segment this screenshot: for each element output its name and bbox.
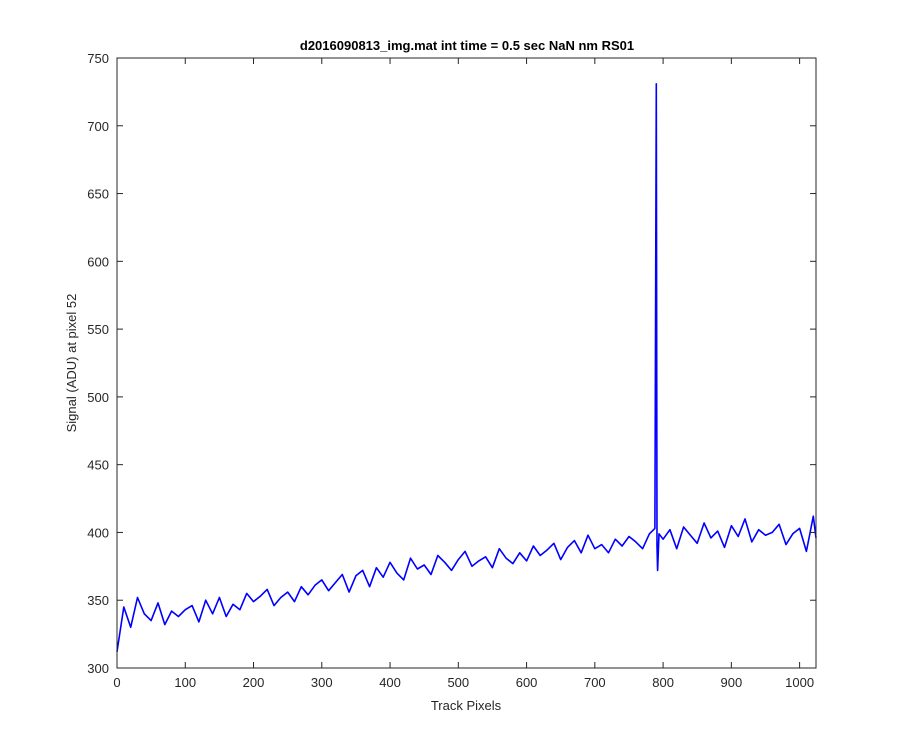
y-tick-label: 600 — [87, 254, 109, 269]
plot-area — [117, 58, 816, 668]
signal-line — [116, 83, 817, 652]
y-axis-label: Signal (ADU) at pixel 52 — [64, 294, 79, 433]
axes-box — [116, 57, 817, 669]
y-tick-label: 750 — [87, 51, 109, 66]
y-tick-label: 700 — [87, 119, 109, 134]
x-tick-label: 900 — [721, 675, 743, 690]
x-tick-label: 300 — [311, 675, 333, 690]
x-tick-label: 400 — [379, 675, 401, 690]
y-tick-label: 350 — [87, 593, 109, 608]
x-tick-label: 200 — [243, 675, 265, 690]
x-tick-label: 500 — [447, 675, 469, 690]
y-tick-label: 450 — [87, 458, 109, 473]
series-layer — [116, 83, 817, 652]
x-axis-label: Track Pixels — [431, 698, 502, 713]
chart-title: d2016090813_img.mat int time = 0.5 sec N… — [300, 38, 634, 53]
x-tick-label: 0 — [113, 675, 120, 690]
x-axis: 0 100 200 300 400 500 600 700 800 900 1000 — [113, 58, 814, 690]
x-tick-label: 100 — [174, 675, 196, 690]
x-tick-label: 800 — [652, 675, 674, 690]
y-tick-label: 550 — [87, 322, 109, 337]
x-tick-label: 700 — [584, 675, 606, 690]
y-tick-label: 650 — [87, 187, 109, 202]
y-tick-label: 500 — [87, 390, 109, 405]
y-tick-label: 400 — [87, 525, 109, 540]
y-tick-label: 300 — [87, 661, 109, 676]
x-tick-label: 600 — [516, 675, 538, 690]
x-tick-label: 1000 — [785, 675, 814, 690]
